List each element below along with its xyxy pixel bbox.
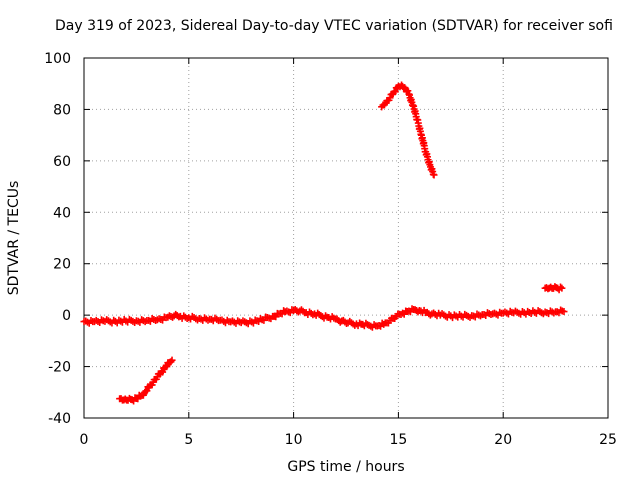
y-tick-label: -40 [48, 411, 71, 427]
data-point-dense [391, 88, 399, 96]
series-isolated [541, 283, 566, 294]
data-point-dense [429, 170, 437, 178]
data-point-dense [134, 395, 142, 403]
x-tick-label: 10 [285, 432, 303, 448]
y-tick-label: 80 [53, 102, 71, 118]
y-tick-label: 40 [53, 205, 71, 221]
data-point-dense [148, 381, 156, 389]
data-point-dense [330, 314, 338, 322]
data-point-dense [175, 313, 183, 321]
y-axis-label: SDTVAR / TECUs [6, 181, 22, 296]
x-axis-label: GPS time / hours [287, 459, 404, 475]
data-point-dense [357, 320, 365, 328]
data-point-dense [404, 87, 412, 95]
data-point-dense [163, 363, 171, 371]
x-tick-label: 0 [80, 432, 89, 448]
axis-ticks: 0 5 10 15 20 25 -40 -20 0 20 40 60 80 100 [44, 51, 617, 448]
series-baseline [80, 305, 568, 331]
x-tick-label: 25 [599, 432, 617, 448]
data-point-dense [159, 368, 167, 376]
y-tick-label: -20 [48, 360, 71, 376]
data-point-dense [139, 391, 147, 399]
data-point-dense [425, 158, 433, 166]
x-tick-label: 20 [494, 432, 512, 448]
x-tick-label: 15 [389, 432, 407, 448]
x-tick-label: 5 [184, 432, 193, 448]
data-point-dense [130, 397, 138, 405]
data-point-dense [408, 101, 416, 109]
data-point-dense [143, 387, 151, 395]
data-point-dense [385, 96, 393, 104]
data-point-dense [152, 375, 160, 383]
data-point-dense [558, 307, 566, 315]
data-point-dense [363, 321, 371, 329]
plot-frame [83, 57, 609, 419]
data-point-dense [167, 358, 175, 366]
y-tick-label: 0 [62, 308, 71, 324]
data-point-dense [380, 101, 388, 109]
y-tick-label: 20 [53, 257, 71, 273]
chart-title: Day 319 of 2023, Sidereal Day-to-day VTE… [55, 18, 613, 34]
y-tick-label: 100 [44, 51, 71, 67]
data-point-dense [391, 314, 399, 322]
series-early-segment [116, 356, 176, 405]
series-peak [378, 81, 438, 179]
data-point-dense [384, 319, 392, 327]
data-points [80, 81, 568, 405]
data-point-dense [417, 130, 425, 138]
data-point-dense [556, 283, 564, 291]
y-tick-label: 60 [53, 154, 71, 170]
